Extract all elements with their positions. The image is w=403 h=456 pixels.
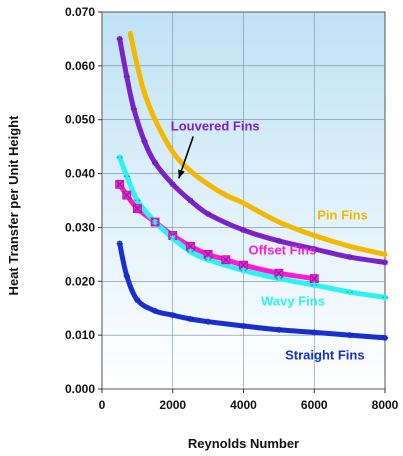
data-point-straight-fins <box>134 297 141 304</box>
data-point-straight-fins <box>205 318 212 325</box>
data-point-straight-fins <box>311 329 318 336</box>
x-tick-label: 4000 <box>230 398 257 412</box>
data-point-wavy-fins <box>240 267 247 274</box>
y-tick-label: 0.010 <box>65 328 95 342</box>
x-tick-label: 6000 <box>301 398 328 412</box>
y-tick-label: 0.030 <box>65 220 95 234</box>
data-point-straight-fins <box>169 312 176 319</box>
y-tick-label: 0.020 <box>65 274 95 288</box>
x-axis-title: Reynolds Number <box>188 436 299 451</box>
data-point-offset-fins <box>203 249 213 259</box>
data-point-offset-fins <box>122 190 132 200</box>
data-point-wavy-fins <box>187 248 194 255</box>
data-point-louvered-fins <box>382 259 388 266</box>
series-line-pin-fins <box>127 31 388 257</box>
annotation-arrowhead <box>178 169 185 179</box>
data-point-louvered-fins <box>187 197 194 204</box>
data-point-wavy-fins <box>152 219 159 226</box>
data-point-wavy-fins <box>275 275 282 282</box>
data-point-louvered-fins <box>130 105 137 112</box>
data-point-wavy-fins <box>311 282 318 289</box>
data-point-straight-fins <box>123 272 130 279</box>
y-tick-label: 0.000 <box>65 382 95 396</box>
data-point-louvered-fins <box>152 159 159 166</box>
data-point-louvered-fins <box>240 227 247 234</box>
data-point-straight-fins <box>240 322 247 329</box>
data-point-wavy-fins <box>169 235 176 242</box>
data-point-louvered-fins <box>205 210 212 217</box>
data-point-offset-fins <box>115 179 125 189</box>
data-point-wavy-fins <box>346 289 353 296</box>
data-point-wavy-fins <box>382 294 388 301</box>
series-label-louvered-fins: Louvered Fins <box>171 118 260 133</box>
data-point-straight-fins <box>116 240 123 247</box>
data-point-wavy-fins <box>205 256 212 263</box>
y-axis-title: Heat Transfer per Unit Height <box>6 115 21 296</box>
series-label-pin-fins: Pin Fins <box>317 207 368 222</box>
data-point-wavy-fins <box>116 154 123 161</box>
marker-layer <box>115 35 388 341</box>
data-point-wavy-fins <box>134 197 141 204</box>
data-point-straight-fins <box>152 307 159 314</box>
data-point-louvered-fins <box>141 138 148 145</box>
x-tick-label: 2000 <box>159 398 186 412</box>
data-point-louvered-fins <box>346 254 353 261</box>
y-tick-label: 0.060 <box>65 59 95 73</box>
data-point-offset-fins <box>221 255 231 265</box>
series-label-straight-fins: Straight Fins <box>285 347 364 362</box>
data-point-straight-fins <box>187 315 194 322</box>
data-point-louvered-fins <box>116 35 123 42</box>
tick-layer: 0.000 0.010 0.020 0.030 0.040 0.050 0.060 0.070… <box>65 5 399 412</box>
data-point-louvered-fins <box>275 237 282 244</box>
y-tick-label: 0.070 <box>65 5 95 19</box>
data-point-offset-fins <box>186 241 195 251</box>
data-point-straight-fins <box>275 326 282 333</box>
series-label-wavy-fins: Wavy Fins <box>261 294 325 309</box>
annotation-layer: Louvered Fins Pin Fins Offset Fins Wavy Fin… <box>171 118 368 362</box>
y-tick-label: 0.040 <box>65 167 95 181</box>
data-point-offset-fins <box>309 274 319 283</box>
y-tick-label: 0.050 <box>65 113 95 127</box>
data-point-wavy-fins <box>123 173 130 180</box>
data-point-louvered-fins <box>169 181 176 188</box>
data-point-louvered-fins <box>311 245 318 252</box>
x-tick-label: 8000 <box>372 398 399 412</box>
series-label-offset-fins: Offset Fins <box>248 242 316 257</box>
x-tick-label: 0 <box>99 398 106 412</box>
data-point-straight-fins <box>346 332 353 339</box>
data-point-offset-fins <box>132 204 142 213</box>
data-point-louvered-fins <box>123 73 130 80</box>
data-point-straight-fins <box>382 334 388 341</box>
